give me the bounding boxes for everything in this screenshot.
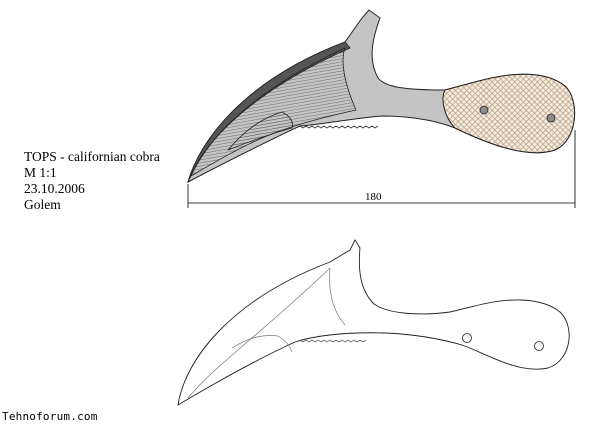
drawing-author: Golem [24,197,61,212]
blade-hatched-face [190,47,357,177]
blade-serrations [299,125,379,129]
shaded-knife-drawing [187,9,576,183]
outline-pin-rear [534,341,544,351]
drawing-date: 23.10.2006 [24,181,85,196]
title-block: TOPS - californian cobra M 1:1 23.10.200… [24,149,160,213]
blade-inner-bevel [227,111,293,151]
length-dimension-label: 180 [365,191,382,203]
handle-pin-front [479,105,489,115]
outline-knife-body [177,239,570,406]
outline-inner-bevel [231,335,293,353]
outline-pin-front [462,333,472,343]
drawing-scale: M 1:1 [24,165,57,180]
site-watermark: Tehnoforum.com [2,410,98,423]
knife-model-name: TOPS - californian cobra [24,149,160,164]
handle-pin-rear [546,113,556,123]
handle-scale [442,73,576,154]
length-dimension [187,130,576,208]
outline-knife-drawing [177,239,570,406]
outline-grind-line [187,267,346,399]
outline-serrations [299,339,367,343]
